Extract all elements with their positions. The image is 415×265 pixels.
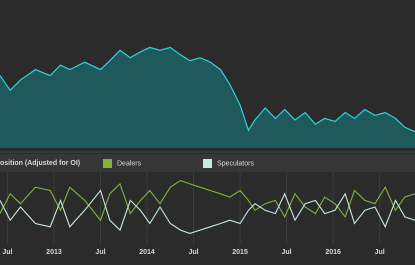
legend-swatch [103, 159, 112, 168]
series-line [0, 189, 415, 234]
area-line [0, 46, 415, 133]
x-tick-label: Jul [282, 249, 292, 256]
area-fill [0, 47, 415, 148]
series-line [0, 179, 415, 222]
x-tick-label: 2013 [46, 249, 62, 256]
legend-swatch [203, 159, 212, 168]
panel-title: osition (Adjusted for OI) [0, 160, 80, 167]
x-tick-label: Jul [2, 249, 12, 256]
x-tick-label: 2016 [325, 249, 341, 256]
legend-label: Dealers [117, 160, 142, 167]
legend-label: Speculators [217, 160, 254, 167]
x-tick-label: Jul [95, 249, 105, 256]
x-tick-label: 2014 [139, 249, 155, 256]
x-tick-label: 2015 [232, 249, 248, 256]
x-tick-label: Jul [188, 249, 198, 256]
x-tick-label: Jul [375, 249, 385, 256]
